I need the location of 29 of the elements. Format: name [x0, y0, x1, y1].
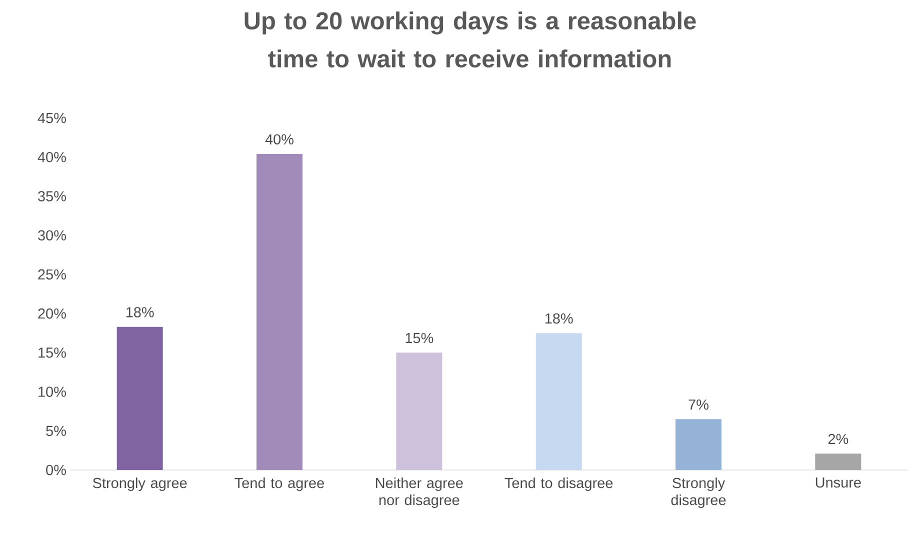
y-tick-label: 0%: [46, 464, 66, 476]
bar: [396, 352, 442, 470]
data-label: 15%: [406, 332, 434, 344]
y-tick-label: 45%: [38, 112, 66, 124]
y-tick-label: 20%: [38, 308, 66, 319]
y-tick-label: 10%: [38, 386, 66, 397]
x-tick-label: Tend to disagree: [504, 478, 613, 492]
y-tick-label: 15%: [38, 348, 66, 358]
x-tick-label: Unsure: [816, 478, 861, 488]
data-label: 40%: [265, 134, 294, 144]
bar: [815, 454, 862, 470]
bar: [116, 326, 163, 470]
bar: [536, 333, 582, 470]
data-label: 2%: [828, 434, 848, 444]
y-tick-label: 35%: [38, 191, 66, 202]
data-label: 7%: [688, 399, 708, 410]
bar: [256, 154, 303, 470]
data-label: 18%: [545, 313, 573, 324]
y-tick-label: 30%: [38, 230, 66, 240]
bar: [676, 419, 722, 470]
y-tick-label: 40%: [38, 152, 66, 162]
x-tick-label: Strongly disagree: [671, 478, 726, 508]
chart-title: Up to 20 working days is a reasonable time to wait to receive information: [244, 12, 696, 68]
y-tick-label: 5%: [46, 426, 66, 436]
y-tick-label: 25%: [38, 269, 66, 280]
data-label: 18%: [126, 307, 154, 318]
x-tick-label: Strongly agree: [92, 478, 187, 492]
x-tick-label: Neither agree nor disagree: [376, 478, 463, 508]
x-tick-label: Tend to agree: [234, 478, 324, 492]
